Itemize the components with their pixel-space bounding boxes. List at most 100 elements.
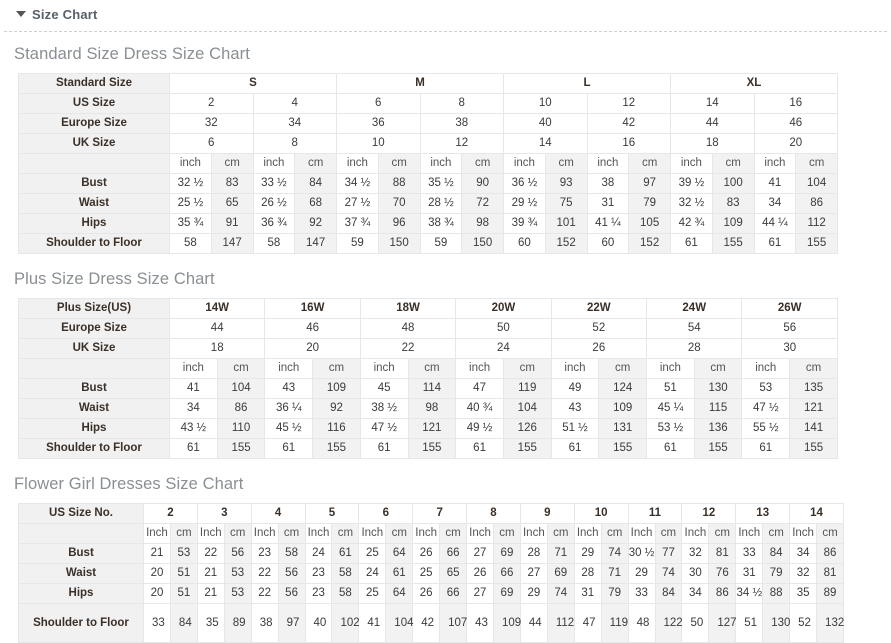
cell-waist-inch: 40 ¾ [455, 398, 504, 419]
cell-waist-cm: 115 [693, 398, 743, 419]
unit-header-inch: inch [169, 153, 212, 174]
cell-waist-inch: 25 [412, 563, 441, 584]
cell-hips-cm: 92 [294, 213, 337, 234]
cell-waist-inch: 45 ¼ [646, 398, 695, 419]
cell-hips-inch: 47 ½ [359, 418, 409, 439]
cell-waist-inch: 26 ½ [252, 193, 296, 214]
unit-header-cm: cm [544, 153, 588, 174]
cell-bust-inch: 27 [466, 543, 494, 564]
cell-stf-cm: 150 [461, 233, 504, 254]
cell-stf-inch: 33 [143, 603, 171, 643]
cell-waist-inch: 43 [550, 398, 600, 419]
row-label-plus-size-us: Plus Size(US) [18, 298, 170, 319]
unit-header-inch: inch [455, 358, 504, 379]
cell-hips-cm: 51 [169, 583, 198, 604]
cell-hips-inch: 21 [196, 583, 225, 604]
cell-waist-cm: 79 [628, 193, 671, 214]
cell-stf-inch: 35 [196, 603, 225, 643]
cell-hips-inch: 26 [412, 583, 441, 604]
cell-hips-inch: 39 ¾ [503, 213, 546, 234]
cell-stf-cm: 147 [294, 233, 337, 254]
cell-stf-cm: 102 [331, 603, 360, 643]
cell-us-size: 10 [503, 93, 588, 114]
cell-bust-cm: 104 [795, 173, 838, 194]
cell-bust-cm: 86 [816, 543, 844, 564]
unit-header-cm: cm [277, 523, 306, 544]
cell-bust-cm: 119 [502, 378, 552, 399]
cell-stf-cm: 155 [407, 438, 457, 459]
cell-hips-inch: 45 ½ [264, 418, 314, 439]
row-label-uk-size: UK Size [18, 133, 170, 154]
cell-stf-cm: 155 [502, 438, 552, 459]
cell-waist-cm: 92 [312, 398, 361, 419]
cell-stf-cm: 109 [492, 603, 521, 643]
cell-stf-cm: 155 [693, 438, 743, 459]
unit-header-cm: cm [169, 523, 198, 544]
cell-hips-inch: 42 ¾ [670, 213, 713, 234]
unit-header-inch: Inch [250, 523, 279, 544]
caret-down-icon[interactable] [16, 10, 26, 17]
cell-waist-cm: 74 [654, 563, 683, 584]
unit-header-cm: cm [598, 358, 648, 379]
table-row-units: inch cm inch cm inch cm inch cm inch cm … [18, 358, 838, 379]
cell-hips-inch: 43 ½ [169, 418, 218, 439]
cell-hips-cm: 58 [331, 583, 360, 604]
cell-bust-inch: 26 [412, 543, 441, 564]
cell-stf-cm: 152 [544, 233, 588, 254]
cell-waist-cm: 86 [795, 193, 838, 214]
row-label-bust: Bust [18, 378, 170, 399]
cell-bust-cm: 114 [407, 378, 457, 399]
cell-waist-cm: 104 [502, 398, 552, 419]
row-label-hips: Hips [18, 213, 170, 234]
cell-bust-cm: 104 [216, 378, 266, 399]
cell-hips-cm: 89 [816, 583, 844, 604]
unit-header-inch: inch [252, 153, 296, 174]
cell-bust-inch: 41 [169, 378, 218, 399]
table-row-plus-size-us: Plus Size(US) 14W 16W 18W 20W 22W 24W 26… [18, 298, 838, 319]
cell-stf-cm: 107 [439, 603, 467, 643]
unit-header-cm: cm [331, 523, 360, 544]
group-header-s: S [169, 73, 337, 94]
cell-stf-cm: 84 [169, 603, 198, 643]
cell-bust-inch: 34 ½ [336, 173, 379, 194]
row-label-shoulder-to-floor: Shoulder to Floor [18, 233, 170, 254]
unit-header-inch: inch [741, 358, 791, 379]
cell-stf-cm: 155 [795, 233, 838, 254]
cell-uk-size: 26 [550, 338, 648, 359]
unit-header-cm: cm [461, 153, 504, 174]
unit-header-inch: inch [336, 153, 379, 174]
cell-us-size: 4 [252, 93, 337, 114]
cell-stf-cm: 112 [546, 603, 575, 643]
row-label-blank [18, 523, 144, 544]
cell-waist-cm: 71 [600, 563, 629, 584]
size-chart-panel-header[interactable]: Size Chart [4, 0, 887, 32]
cell-stf-cm: 155 [598, 438, 648, 459]
cell-hips-inch: 22 [250, 583, 279, 604]
cell-uk-size: 28 [646, 338, 743, 359]
cell-bust-inch: 29 [573, 543, 602, 564]
cell-europe-size: 46 [264, 318, 361, 339]
table-row-bust: Bust 41 104 43 109 45 114 47 119 49 124 … [18, 378, 838, 399]
cell-hips-inch: 29 [519, 583, 548, 604]
cell-waist-cm: 68 [294, 193, 337, 214]
cell-hips-cm: 98 [461, 213, 504, 234]
cell-uk-size: 6 [169, 133, 254, 154]
section-heading-standard: Standard Size Dress Size Chart [14, 45, 250, 63]
cell-stf-inch: 59 [336, 233, 379, 254]
cell-bust-cm: 109 [312, 378, 361, 399]
cell-bust-inch: 38 [586, 173, 630, 194]
cell-uk-size: 20 [264, 338, 361, 359]
cell-waist-inch: 34 [753, 193, 797, 214]
cell-stf-inch: 61 [264, 438, 314, 459]
cell-uk-size: 12 [419, 133, 504, 154]
row-label-waist: Waist [18, 563, 144, 584]
cell-hips-cm: 116 [312, 418, 361, 439]
group-header-size: 11 [627, 503, 683, 524]
unit-header-inch: Inch [412, 523, 441, 544]
cell-waist-cm: 72 [461, 193, 504, 214]
unit-header-cm: cm [708, 523, 737, 544]
cell-hips-cm: 79 [600, 583, 629, 604]
cell-waist-inch: 28 [573, 563, 602, 584]
group-header-18w: 18W [359, 298, 457, 319]
cell-waist-inch: 32 ½ [670, 193, 713, 214]
